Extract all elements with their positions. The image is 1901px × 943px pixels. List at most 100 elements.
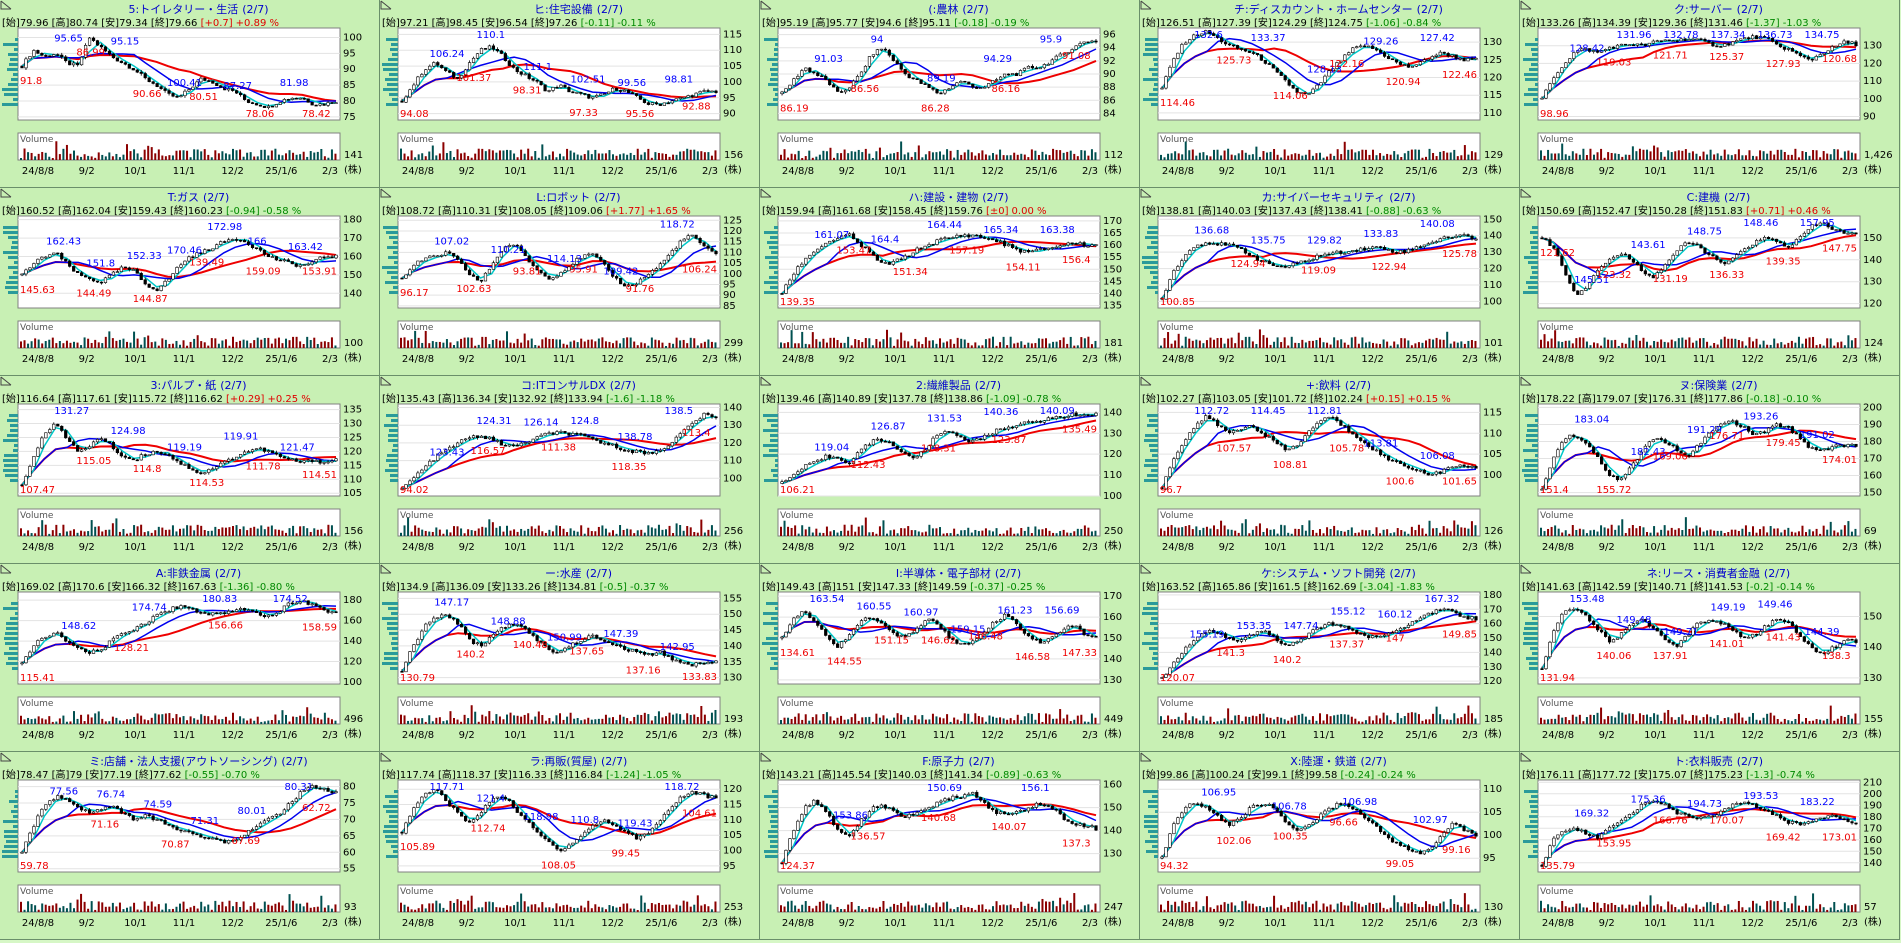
- volume-bar: [1076, 528, 1079, 536]
- chart-panel[interactable]: 100 95 90 85 80 75 95.65 95.15 100.41 87.27 81.98 9…: [0, 0, 380, 188]
- x-tick-label: 2/3: [702, 542, 718, 553]
- volume-bar: [1716, 530, 1719, 536]
- volume-bar: [1571, 151, 1574, 160]
- volume-bar: [935, 152, 938, 160]
- volume-bar: [1773, 338, 1776, 348]
- plot-area: [1537, 27, 1861, 121]
- volume-bar: [981, 530, 984, 536]
- volume-profile-bar: [2, 103, 18, 106]
- candle-body: [935, 239, 939, 245]
- chart-panel[interactable]: 115 110 105 100 95 90 106.24 110.1 111.1 102.51 99…: [380, 0, 760, 188]
- ma-mid-line: [1161, 237, 1477, 299]
- candle-body: [595, 253, 599, 258]
- chart-panel[interactable]: 150 140 130 120 110 100 136.68 135.75 129.82 133.…: [1140, 188, 1520, 376]
- volume-bar: [981, 345, 984, 348]
- candle-body: [1367, 248, 1371, 251]
- volume-bar: [1819, 533, 1822, 536]
- candle-body: [682, 238, 686, 242]
- trough-label: 108.81: [1273, 460, 1308, 471]
- candle-body: [1200, 420, 1204, 424]
- volume-bar: [1589, 345, 1592, 348]
- candle-body: [1212, 33, 1216, 36]
- candle-body: [1018, 248, 1023, 253]
- volume-profile-bar: [1528, 286, 1538, 289]
- volume-bar: [1041, 529, 1044, 536]
- candle-body: [103, 438, 108, 442]
- trough-label: 95.91: [569, 265, 598, 276]
- trough-label: 114.53: [189, 478, 224, 489]
- volume-bar: [1343, 141, 1346, 160]
- candle-body: [495, 440, 499, 442]
- volume-bar: [1702, 531, 1705, 536]
- peak-label: 89.19: [927, 74, 956, 85]
- candle-body: [670, 250, 674, 256]
- volume-bar: [292, 336, 295, 348]
- x-tick-label: 9/2: [1599, 542, 1615, 553]
- volume-profile-bar: [5, 286, 18, 289]
- candle-body: [302, 264, 306, 266]
- chart-panel[interactable]: 180 160 140 120 100 148.62 174.74 180.83 174.52 1…: [0, 564, 380, 752]
- volume-bar: [288, 528, 291, 536]
- candle-body: [471, 274, 476, 277]
- chart-panel[interactable]: 135 130 125 120 115 110 105 131.27 124.98 119.19 1…: [0, 376, 380, 564]
- candle-body: [820, 75, 824, 78]
- chart-panel[interactable]: 130 120 110 100 90 128.42 131.96 132.78 137.34 13…: [1520, 0, 1900, 188]
- volume-bar: [1188, 150, 1191, 160]
- candle-body: [491, 45, 496, 50]
- chart-panel[interactable]: 115 110 105 100 112.72 114.45 112.81 113.81 106.…: [1140, 376, 1520, 564]
- candle-body: [863, 246, 868, 249]
- x-tick-label: 24/8/8: [1162, 354, 1194, 365]
- chart-panel[interactable]: 140 130 120 110 100 123.43 124.31 126.14 124.8 13…: [380, 376, 760, 564]
- candle-body: [479, 435, 484, 439]
- y-tick-label: 120: [1863, 58, 1882, 69]
- candle-body: [1054, 55, 1058, 61]
- volume-bar: [1812, 336, 1815, 348]
- chart-panel[interactable]: 150 140 130 120 145.51 143.61 148.75 148.46 157.…: [1520, 188, 1900, 376]
- volume-profile-bar: [1532, 444, 1538, 447]
- volume-bar: [707, 529, 710, 536]
- chart-panel[interactable]: 180 170 160 150 140 162.43 151.8 152.33 170.46 17…: [0, 188, 380, 376]
- volume-profile-bar: [773, 98, 778, 101]
- peak-label: 87.27: [223, 81, 252, 92]
- chart-panel[interactable]: 96 94 92 90 88 86 84 91.03 94 89.19 94.29 95.9 86.19…: [760, 0, 1140, 188]
- trough-label: 112.43: [851, 460, 886, 471]
- candle-body: [1227, 243, 1232, 246]
- peak-label: 114.45: [1251, 406, 1286, 417]
- volume-bar: [1382, 529, 1385, 536]
- chart-panel[interactable]: 170 165 160 155 150 145 140 135 161.07 164.4 164.4…: [760, 188, 1140, 376]
- candle-body: [1568, 58, 1572, 64]
- change-value: [+0.71]: [1746, 206, 1785, 217]
- volume-bar: [1617, 153, 1620, 160]
- volume-bar: [491, 339, 494, 348]
- volume-bar: [65, 340, 68, 348]
- y-tick-label: 135: [1103, 301, 1122, 312]
- candle-body: [1755, 35, 1759, 40]
- volume-bar: [1808, 529, 1811, 536]
- chart-panel[interactable]: 200 190 180 170 160 150 183.04 182.43 191.29 193.…: [1520, 376, 1900, 564]
- volume-bar: [1160, 345, 1162, 348]
- chart-panel[interactable]: 125 120 115 110 105 100 95 90 85 107.02 110.21 114.…: [380, 188, 760, 376]
- candle-body: [995, 79, 999, 81]
- close-label: [終]: [550, 394, 568, 405]
- volume-bar: [235, 150, 238, 160]
- volume-bar: [1290, 336, 1293, 348]
- candle-body: [1078, 43, 1082, 47]
- chart-date: (2/7): [609, 379, 636, 392]
- candle-body: [1743, 426, 1747, 428]
- volume-bar: [939, 338, 941, 348]
- candle-body: [266, 105, 271, 108]
- candle-body: [1375, 246, 1379, 248]
- volume-bar: [822, 150, 825, 160]
- volume-bar: [636, 530, 639, 536]
- candle-body: [32, 456, 36, 467]
- chart-panel[interactable]: 130 125 120 115 110 132.6 133.37 128.13 129.26 12…: [1140, 0, 1520, 188]
- chart-panel[interactable]: 140 130 120 110 100 119.04 126.87 131.53 140.36 1…: [760, 376, 1140, 564]
- candle-body: [1743, 248, 1747, 252]
- x-tick-label: 25/1/6: [1025, 354, 1057, 365]
- volume-bar: [1656, 341, 1659, 348]
- candle-body: [1034, 420, 1038, 423]
- candle-body: [1014, 425, 1019, 428]
- candle-body: [1755, 240, 1759, 246]
- candle-body: [1751, 35, 1755, 40]
